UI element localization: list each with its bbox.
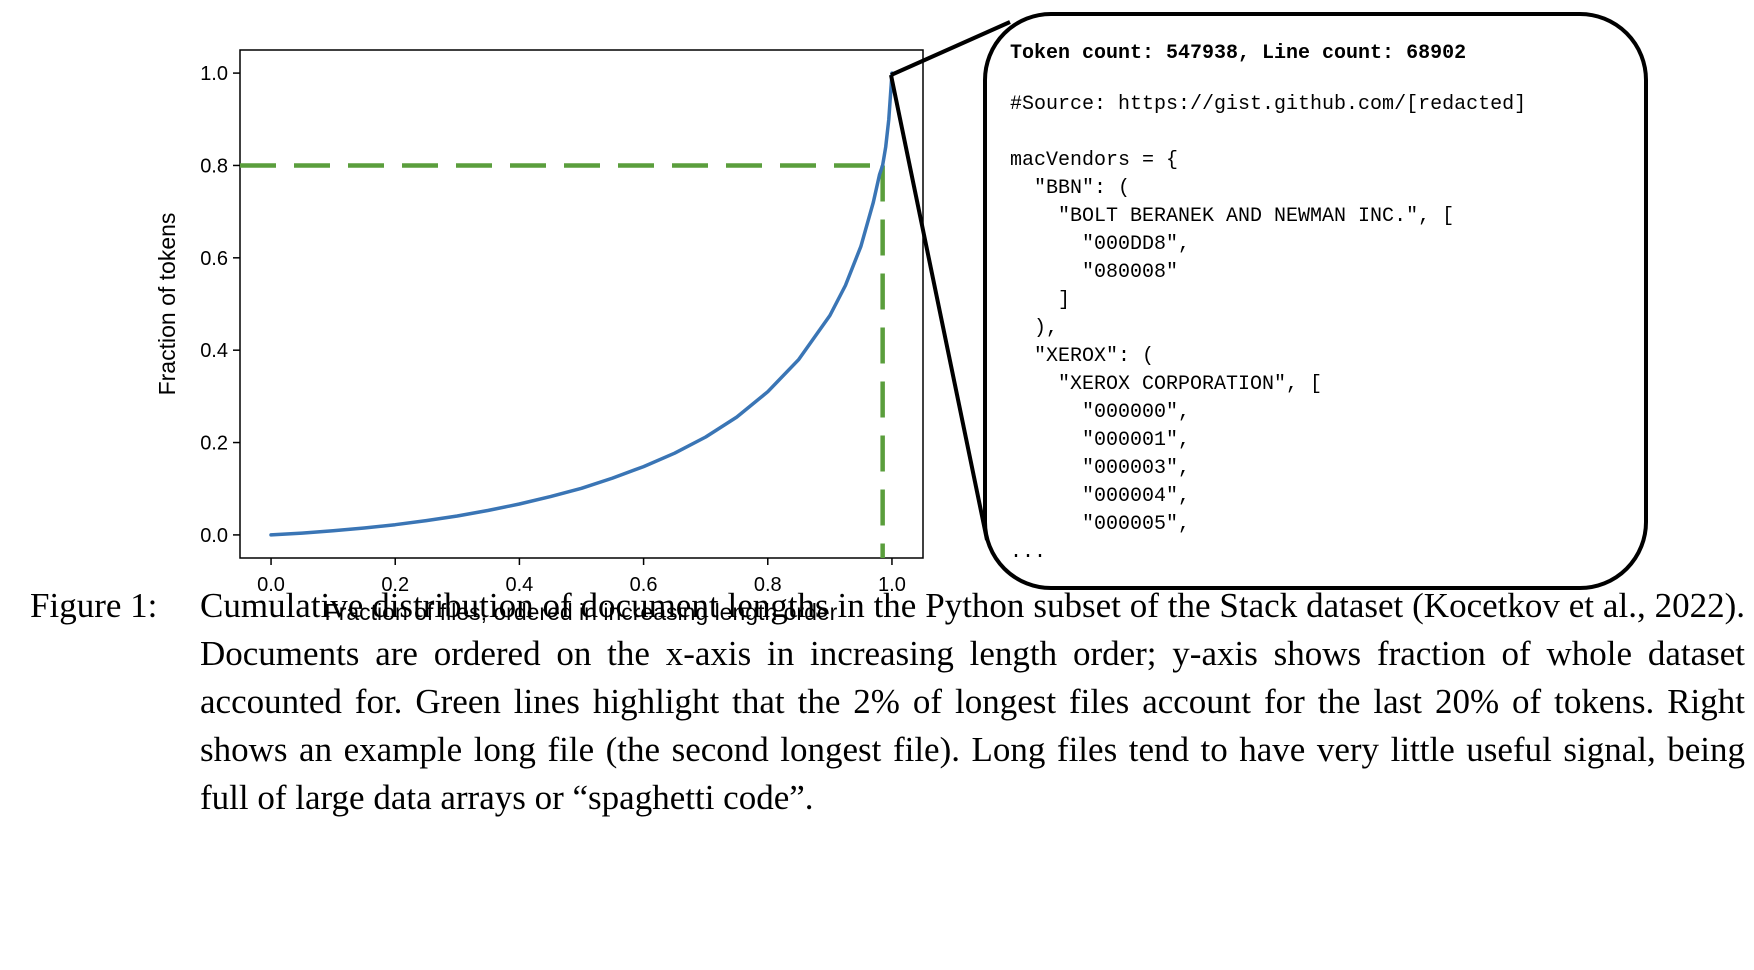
code-box [983, 12, 1648, 590]
code-line: "000005", [1010, 513, 1190, 536]
y-tick-label: 1.0 [200, 63, 228, 85]
x-tick-label: 0.4 [506, 574, 534, 596]
y-tick-label: 0.2 [200, 433, 228, 455]
figure-caption: Figure 1: Cumulative distribution of doc… [30, 582, 1745, 822]
code-line: "000004", [1010, 485, 1190, 508]
code-line: "000003", [1010, 457, 1190, 480]
reference-lines [240, 163, 885, 558]
code-line: "000DD8", [1010, 233, 1190, 256]
code-line: ] [1010, 289, 1070, 312]
code-line: macVendors = { [1010, 149, 1178, 172]
y-tick-label: 0.6 [200, 248, 228, 270]
code-line: "BBN": ( [1010, 177, 1130, 200]
x-tick-label: 0.0 [257, 574, 285, 596]
code-line: ), [1010, 317, 1058, 340]
series-line [269, 71, 894, 537]
code-line: "XEROX CORPORATION", [ [1010, 373, 1322, 396]
y-tick-label: 0.8 [200, 155, 228, 177]
x-tick-label: 0.8 [754, 574, 782, 596]
code-line: "000000", [1010, 401, 1190, 424]
callout-line-bottom [889, 74, 989, 541]
x-tick-label: 0.6 [630, 574, 658, 596]
code-line: "000001", [1010, 429, 1190, 452]
code-line: "080008" [1010, 261, 1178, 284]
y-tick-label: 0.4 [200, 340, 228, 362]
x-axis-label: Fraction of files, ordered in increasing… [325, 599, 838, 625]
code-line: "BOLT BERANEK AND NEWMAN INC.", [ [1010, 205, 1454, 228]
callout-line-top [890, 20, 1011, 77]
code-line: ... [1010, 541, 1046, 564]
y-axis-label: Fraction of tokens [154, 213, 180, 396]
caption-label: Figure 1: [30, 586, 158, 625]
axis-ticks: 0.0 0.2 0.4 0.6 0.8 1.0 0.0 0.2 0.4 0.6 0.8 1.0 [200, 63, 906, 596]
x-tick-label: 1.0 [878, 574, 906, 596]
caption-text: Cumulative distribution of document leng… [200, 586, 1745, 817]
code-line: #Source: https://gist.github.com/[redact… [1010, 93, 1526, 116]
y-tick-label: 0.0 [200, 525, 228, 547]
code-lines: #Source: https://gist.github.com/[redact… [1010, 93, 1526, 564]
code-line: "XEROX": ( [1010, 345, 1154, 368]
x-tick-label: 0.2 [381, 574, 409, 596]
curve-layer [269, 71, 894, 537]
plot-frame [239, 49, 924, 559]
code-box-header: Token count: 547938, Line count: 68902 [1010, 42, 1466, 65]
